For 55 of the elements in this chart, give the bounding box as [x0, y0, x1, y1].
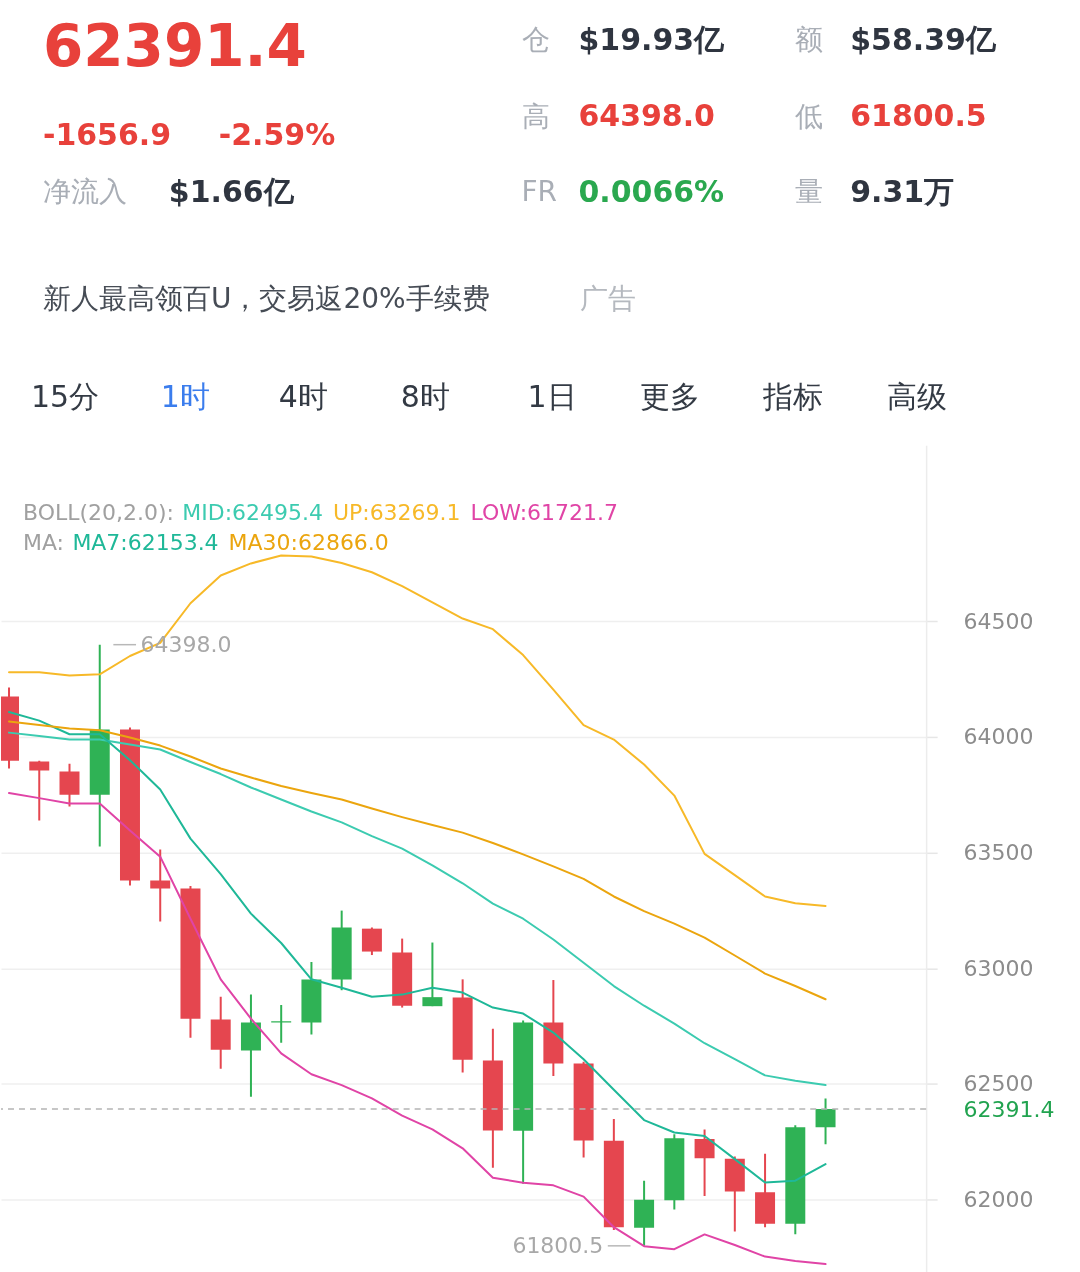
y-tick-label: 64000 — [963, 724, 1034, 750]
text: 新人最高领百U，交易返20%手续费 — [42, 282, 490, 316]
y-tick-label: 62000 — [963, 1187, 1034, 1213]
series-label: UP:63269.1 — [332, 500, 461, 526]
text: 广告 — [580, 282, 637, 316]
candlestick — [694, 1128, 715, 1197]
text: -2.59% — [218, 117, 336, 153]
text: 仓 — [521, 22, 550, 56]
text: -1656.9 — [42, 117, 172, 153]
candlestick — [150, 848, 171, 923]
y-tick-label: 63500 — [963, 840, 1034, 865]
candlestick — [59, 762, 80, 808]
candlestick — [271, 1004, 292, 1044]
text: 9.31万 — [850, 174, 955, 210]
annotation: MA: — [22, 530, 64, 556]
text: 15分 — [30, 379, 100, 415]
text: 62391.4 — [42, 11, 307, 80]
text: 4时 — [278, 379, 328, 415]
line-series — [8, 792, 827, 1266]
line-series — [8, 731, 827, 1087]
text: 1时 — [160, 379, 210, 415]
candlestick — [422, 941, 443, 1008]
text: MA7:62153.4 — [72, 530, 219, 556]
text: 8时 — [400, 379, 450, 415]
y-tick-label: 62391.4 — [963, 1096, 1055, 1122]
candlestick — [815, 1097, 836, 1146]
line-series — [8, 554, 827, 907]
y-tick-label: 62500 — [963, 1071, 1034, 1097]
text: 1日 — [527, 379, 577, 415]
text: 61800.5 — [850, 98, 987, 134]
annotation: BOLL(20,2.0): — [22, 500, 174, 526]
text: 量 — [795, 175, 824, 209]
candlestick — [29, 759, 50, 822]
text: 更多 — [640, 379, 701, 415]
y-tick-label: 63000 — [963, 955, 1034, 981]
text: MID:62495.4 — [182, 500, 323, 526]
text: $1.66亿 — [168, 174, 295, 210]
text: 0.0066% — [578, 174, 725, 210]
text: 额 — [795, 22, 824, 56]
line-series — [8, 711, 827, 1184]
text: LOW:61721.7 — [470, 500, 618, 526]
text: 指标 — [762, 379, 824, 415]
y-tick-label: 64500 — [963, 608, 1034, 634]
text: $58.39亿 — [850, 21, 997, 57]
text: $19.93亿 — [578, 21, 726, 57]
text: 64398.0 — [578, 98, 715, 134]
text: 高级 — [887, 379, 948, 415]
text: 净流入 — [42, 175, 127, 209]
text: 高 — [521, 100, 550, 134]
candlestick — [361, 926, 382, 957]
text: MA30:62866.0 — [228, 530, 389, 556]
text: 低 — [795, 100, 824, 134]
line-series — [8, 720, 827, 1001]
annotation: 61800.5 — [512, 1232, 604, 1258]
text: FR — [521, 175, 558, 209]
